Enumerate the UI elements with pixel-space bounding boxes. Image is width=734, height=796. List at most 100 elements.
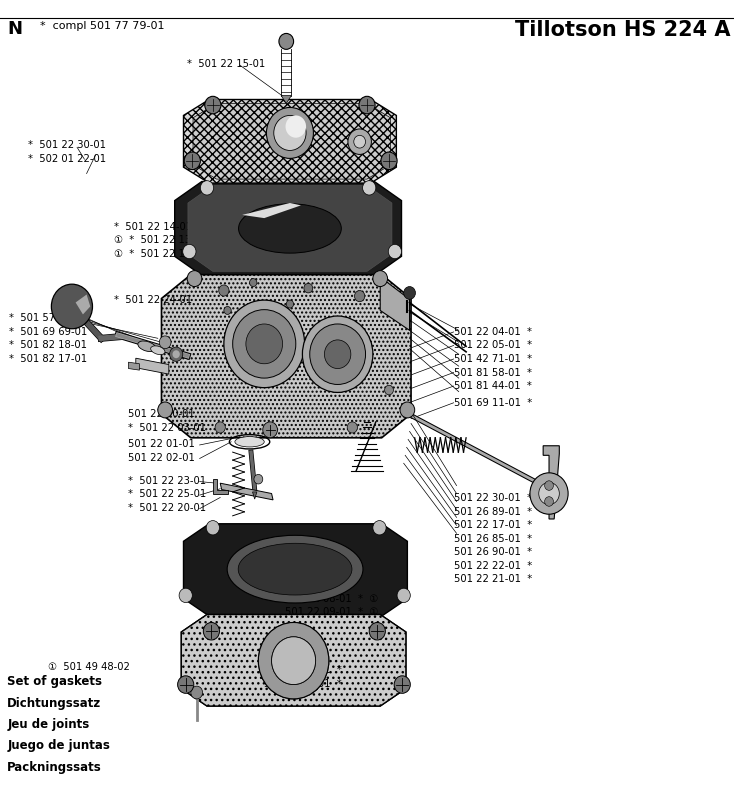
- Polygon shape: [76, 295, 90, 314]
- Polygon shape: [380, 277, 410, 330]
- Text: 501 22 22-01  *: 501 22 22-01 *: [454, 561, 532, 571]
- Polygon shape: [220, 483, 273, 500]
- Polygon shape: [184, 100, 396, 183]
- Circle shape: [302, 316, 373, 392]
- Text: Tillotson HS 224 A: Tillotson HS 224 A: [515, 20, 730, 40]
- Circle shape: [263, 422, 277, 438]
- Circle shape: [363, 181, 376, 195]
- Circle shape: [203, 622, 219, 640]
- Text: 501 22 09-01  *  ①: 501 22 09-01 * ①: [285, 607, 378, 617]
- Polygon shape: [184, 524, 407, 616]
- Text: 501 22 21-01  *: 501 22 21-01 *: [454, 575, 532, 584]
- Text: 501 22 00-01: 501 22 00-01: [128, 409, 195, 419]
- Circle shape: [404, 287, 415, 299]
- Text: Packningssats: Packningssats: [7, 761, 102, 774]
- Ellipse shape: [235, 436, 264, 447]
- Ellipse shape: [239, 204, 341, 253]
- Circle shape: [359, 96, 375, 114]
- Circle shape: [205, 96, 221, 114]
- Circle shape: [369, 622, 385, 640]
- Circle shape: [545, 497, 553, 506]
- Text: ①  *  501 22 13-01: ① * 501 22 13-01: [114, 236, 207, 245]
- Circle shape: [400, 402, 415, 418]
- Text: Jeu de joints: Jeu de joints: [7, 718, 90, 731]
- Circle shape: [206, 521, 219, 535]
- Ellipse shape: [239, 543, 352, 595]
- Circle shape: [215, 422, 225, 433]
- Text: 501 22 05-01  *: 501 22 05-01 *: [454, 341, 531, 350]
- Text: 501 42 71-01  *: 501 42 71-01 *: [454, 354, 531, 364]
- Text: *  501 22 20-01: * 501 22 20-01: [128, 503, 206, 513]
- Text: 501 26 85-01  *: 501 26 85-01 *: [454, 534, 531, 544]
- Circle shape: [51, 284, 92, 329]
- Circle shape: [394, 676, 410, 693]
- Circle shape: [279, 33, 294, 49]
- Polygon shape: [181, 615, 406, 706]
- Circle shape: [539, 482, 559, 505]
- Text: ①  *  501 22 12-01: ① * 501 22 12-01: [114, 249, 207, 259]
- Circle shape: [179, 588, 192, 603]
- Text: 501 26 89-01  *: 501 26 89-01 *: [454, 507, 531, 517]
- Circle shape: [348, 129, 371, 154]
- Text: *  502 01 22-01: * 502 01 22-01: [28, 154, 106, 164]
- Circle shape: [250, 279, 257, 287]
- Circle shape: [355, 291, 365, 302]
- Circle shape: [200, 181, 214, 195]
- Text: 501 26 90-01  *: 501 26 90-01 *: [454, 548, 531, 557]
- Text: *  501 22 14-01: * 501 22 14-01: [114, 222, 192, 232]
- Circle shape: [159, 336, 171, 349]
- Circle shape: [304, 283, 313, 293]
- Circle shape: [381, 152, 397, 170]
- Circle shape: [286, 300, 294, 308]
- Polygon shape: [281, 96, 291, 103]
- Text: *  compl 501 77 79-01: * compl 501 77 79-01: [40, 21, 165, 31]
- Ellipse shape: [150, 346, 165, 354]
- Text: *  501 22 25-01: * 501 22 25-01: [128, 490, 207, 499]
- Circle shape: [397, 588, 410, 603]
- Polygon shape: [175, 181, 401, 275]
- Text: *  501 22 23-01: * 501 22 23-01: [128, 476, 206, 486]
- Text: 501 81 58-01  *: 501 81 58-01 *: [454, 368, 531, 377]
- Circle shape: [246, 324, 283, 364]
- Circle shape: [530, 473, 568, 514]
- Polygon shape: [188, 185, 392, 271]
- Ellipse shape: [138, 341, 156, 352]
- Polygon shape: [213, 479, 228, 494]
- Circle shape: [183, 244, 196, 259]
- Text: 501 22 17-01  *: 501 22 17-01 *: [454, 521, 532, 530]
- Circle shape: [286, 115, 306, 138]
- Circle shape: [170, 347, 183, 361]
- Circle shape: [258, 622, 329, 699]
- Circle shape: [545, 481, 553, 490]
- Circle shape: [233, 310, 296, 378]
- Circle shape: [178, 676, 194, 693]
- Circle shape: [272, 637, 316, 685]
- Text: 501 22 04-01  *: 501 22 04-01 *: [454, 327, 531, 337]
- Text: *  501 22 03-01: * 501 22 03-01: [128, 423, 206, 433]
- Text: *  501 22 15-01: * 501 22 15-01: [187, 59, 266, 68]
- Text: 503 48 63-01  *: 503 48 63-01 *: [264, 679, 342, 689]
- Text: *  501 69 69-01: * 501 69 69-01: [9, 327, 87, 337]
- Circle shape: [347, 422, 357, 433]
- Polygon shape: [193, 103, 390, 179]
- Text: 501 22 02-01: 501 22 02-01: [128, 453, 195, 462]
- Text: N: N: [7, 20, 22, 38]
- Circle shape: [158, 402, 172, 418]
- Text: 501 81 44-01  *: 501 81 44-01 *: [454, 381, 531, 391]
- Polygon shape: [136, 358, 169, 374]
- Polygon shape: [161, 275, 411, 438]
- Polygon shape: [242, 203, 301, 218]
- Text: 501 22 30-01  *: 501 22 30-01 *: [454, 494, 531, 503]
- Text: Set of gaskets: Set of gaskets: [7, 675, 102, 688]
- Circle shape: [373, 271, 388, 287]
- Circle shape: [385, 385, 393, 395]
- Circle shape: [219, 285, 229, 296]
- Text: 501 69 11-01  *: 501 69 11-01 *: [454, 398, 532, 408]
- Circle shape: [373, 521, 386, 535]
- Circle shape: [310, 324, 366, 384]
- Polygon shape: [181, 615, 406, 706]
- Text: 503 53 36-01  *: 503 53 36-01 *: [264, 665, 342, 675]
- Text: *  501 82 18-01: * 501 82 18-01: [9, 341, 87, 350]
- Circle shape: [172, 350, 180, 358]
- Circle shape: [258, 622, 329, 699]
